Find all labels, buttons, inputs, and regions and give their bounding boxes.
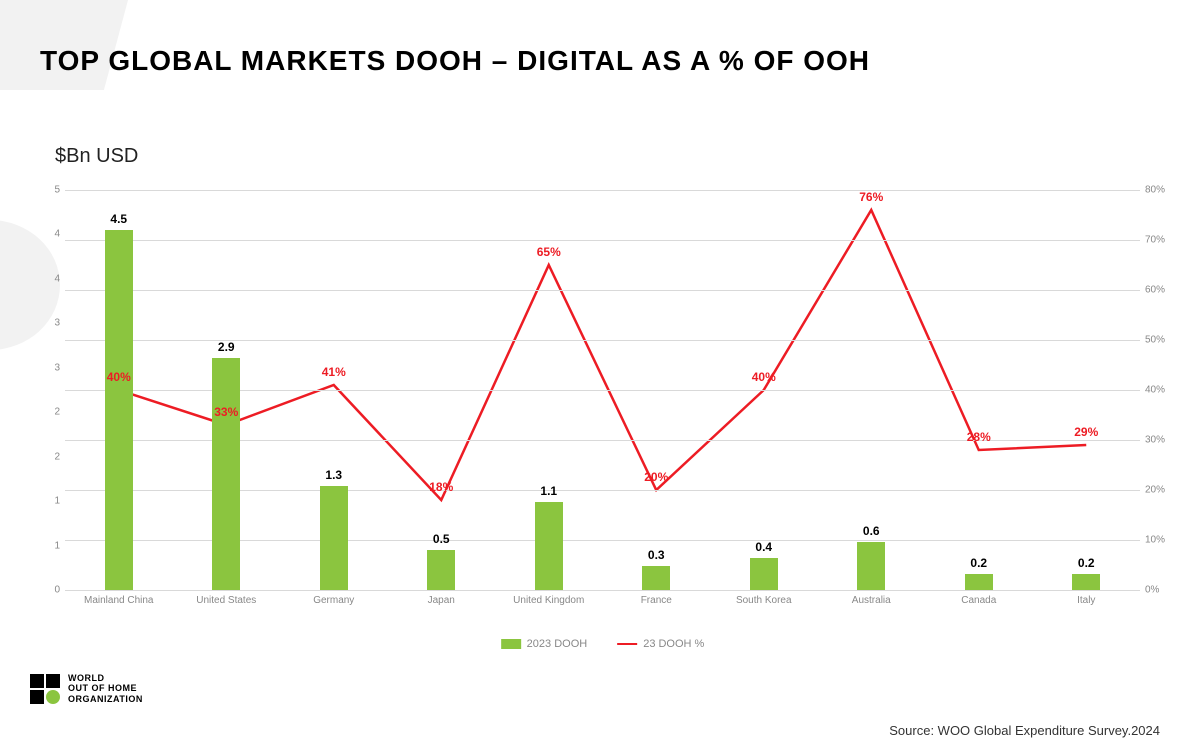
y-right-tick: 60% [1145,285,1175,296]
bar [1072,574,1100,590]
category-label: Australia [852,595,891,606]
legend-label-bars: 2023 DOOH [527,638,588,650]
legend: 2023 DOOH 23 DOOH % [501,638,705,650]
bar [535,502,563,590]
gridline [65,590,1140,591]
category-label: Italy [1077,595,1095,606]
gridline [65,240,1140,241]
y-left-tick: 2 [40,407,60,418]
bar-value-label: 0.4 [755,540,772,554]
category-label: Japan [428,595,455,606]
logo-square [30,690,44,704]
bar-value-label: 1.1 [540,484,557,498]
chart-title: TOP GLOBAL MARKETS DOOH – DIGITAL AS A %… [40,45,870,77]
y-right-tick: 10% [1145,535,1175,546]
line-value-label: 33% [214,405,238,419]
y-left-tick: 4 [40,273,60,284]
y-left-tick: 5 [40,185,60,196]
bar [642,566,670,590]
chart-area: 0%10%20%30%40%50%60%70%80%01122334454.5M… [40,190,1165,620]
plot-region: 0%10%20%30%40%50%60%70%80%01122334454.5M… [65,190,1140,590]
y-right-tick: 80% [1145,185,1175,196]
y-left-tick: 1 [40,496,60,507]
logo: WORLD OUT OF HOME ORGANIZATION [30,673,143,705]
line-value-label: 29% [1074,425,1098,439]
logo-square [30,674,44,688]
y-right-tick: 0% [1145,585,1175,596]
gridline [65,290,1140,291]
category-label: United States [196,595,256,606]
category-label: Germany [313,595,354,606]
y-left-tick: 2 [40,451,60,462]
line-value-label: 28% [967,430,991,444]
line-value-label: 18% [429,480,453,494]
bar [105,230,133,590]
logo-square [46,690,60,704]
bar-value-label: 1.3 [325,468,342,482]
bar-value-label: 0.6 [863,524,880,538]
y-right-tick: 50% [1145,335,1175,346]
category-label: United Kingdom [513,595,584,606]
bar-value-label: 0.2 [1078,556,1095,570]
bar [965,574,993,590]
legend-item-bars: 2023 DOOH [501,638,588,650]
bar [212,358,240,590]
bar-value-label: 0.5 [433,532,450,546]
y-right-tick: 20% [1145,485,1175,496]
line-value-label: 41% [322,365,346,379]
legend-item-line: 23 DOOH % [617,638,704,650]
line-value-label: 40% [752,370,776,384]
line-value-label: 76% [859,190,883,204]
bar-value-label: 0.2 [970,556,987,570]
y-left-tick: 4 [40,229,60,240]
y-left-tick: 3 [40,362,60,373]
bar [320,486,348,590]
chart-subtitle: $Bn USD [55,145,138,168]
bar-value-label: 4.5 [110,212,127,226]
y-left-tick: 1 [40,540,60,551]
y-right-tick: 30% [1145,435,1175,446]
bar-value-label: 0.3 [648,548,665,562]
source-text: Source: WOO Global Expenditure Survey.20… [889,723,1160,738]
bar-value-label: 2.9 [218,340,235,354]
category-label: Canada [961,595,996,606]
legend-swatch-line [617,643,637,645]
legend-label-line: 23 DOOH % [643,638,704,650]
category-label: Mainland China [84,595,154,606]
logo-square [46,674,60,688]
y-left-tick: 0 [40,585,60,596]
line-value-label: 40% [107,370,131,384]
logo-mark [30,674,60,704]
bar [857,542,885,590]
category-label: France [641,595,672,606]
bar [750,558,778,590]
gridline [65,190,1140,191]
line-value-label: 20% [644,470,668,484]
y-left-tick: 3 [40,318,60,329]
y-right-tick: 70% [1145,235,1175,246]
y-right-tick: 40% [1145,385,1175,396]
legend-swatch-bar [501,639,521,649]
bar [427,550,455,590]
category-label: South Korea [736,595,792,606]
line-value-label: 65% [537,245,561,259]
logo-text: WORLD OUT OF HOME ORGANIZATION [68,673,143,705]
